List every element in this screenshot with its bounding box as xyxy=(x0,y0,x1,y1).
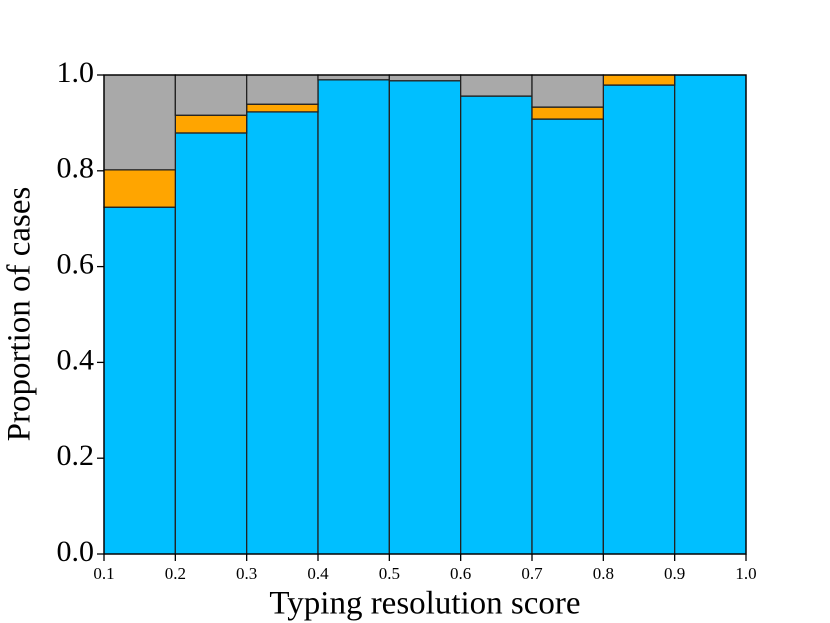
bar-segment xyxy=(246,111,319,555)
bar-segment xyxy=(174,132,248,555)
x-tick-label: 1.0 xyxy=(735,564,756,583)
bar-segment xyxy=(602,74,676,86)
bar-segment xyxy=(174,114,248,134)
y-tick-label: 0.8 xyxy=(57,152,95,185)
y-tick-label: 0.6 xyxy=(57,247,95,280)
x-tick-label: 0.5 xyxy=(379,564,400,583)
x-tick-label: 0.7 xyxy=(521,564,543,583)
x-tick-label: 0.1 xyxy=(93,564,114,583)
plot-frame xyxy=(103,74,747,555)
bar-segment xyxy=(246,103,319,113)
x-axis-label: Typing resolution score xyxy=(269,586,580,622)
bar-segment xyxy=(103,169,176,208)
x-tick-label: 0.8 xyxy=(593,564,614,583)
bar-segment xyxy=(388,80,462,555)
x-tick-label: 0.9 xyxy=(664,564,685,583)
bar-segment xyxy=(531,106,604,120)
y-tick-label: 0.2 xyxy=(57,439,95,472)
y-tick-label: 0.4 xyxy=(57,343,95,376)
y-tick-label: 1.0 xyxy=(57,56,95,89)
bar-segment xyxy=(317,79,390,555)
bar-segment xyxy=(317,74,390,81)
bar-segment xyxy=(103,74,176,171)
bar-segment xyxy=(531,74,604,108)
y-axis-label: Proportion of cases xyxy=(2,187,38,442)
x-tick-label: 0.2 xyxy=(165,564,186,583)
y-tick-label: 0.0 xyxy=(57,535,95,568)
bar-segment xyxy=(388,74,462,82)
bar-segment xyxy=(246,74,319,105)
bar-segment xyxy=(531,118,604,555)
bar-segment xyxy=(460,74,533,97)
bar-segment xyxy=(674,74,747,555)
bar-segment xyxy=(103,206,176,555)
bar-segment xyxy=(602,84,676,555)
bar-segment xyxy=(460,95,533,555)
x-tick-label: 0.3 xyxy=(236,564,257,583)
x-tick-label: 0.6 xyxy=(450,564,471,583)
bar-segment xyxy=(174,74,248,116)
x-tick-label: 0.4 xyxy=(307,564,329,583)
